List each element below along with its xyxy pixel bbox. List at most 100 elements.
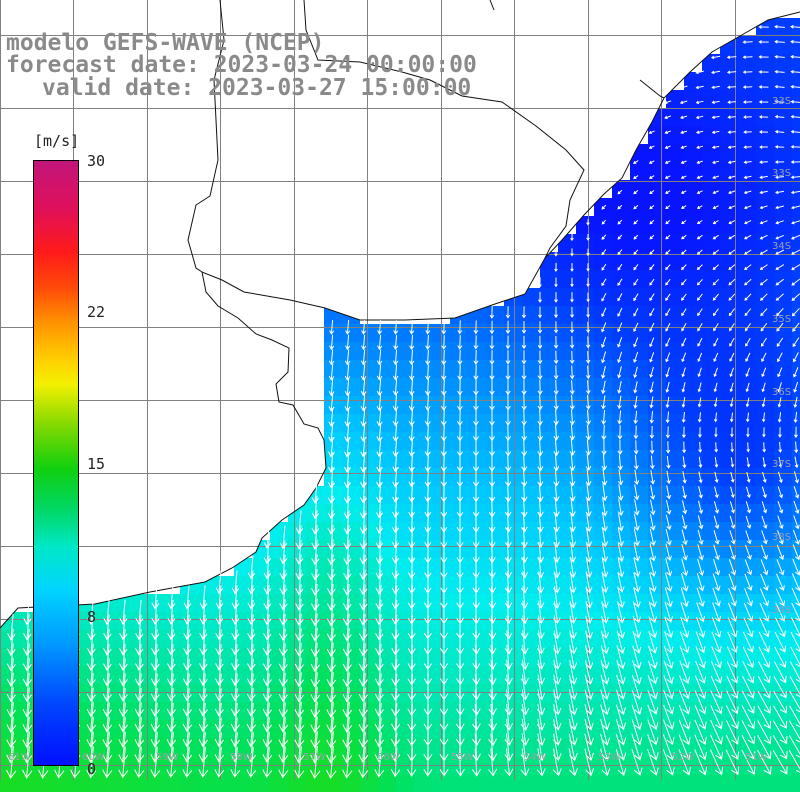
wind-arrow <box>488 748 498 777</box>
wind-arrow <box>617 586 625 609</box>
wind-speed-cell <box>576 432 594 450</box>
wind-arrow <box>665 352 671 363</box>
wind-arrow <box>762 427 766 438</box>
wind-arrow <box>713 382 718 393</box>
wind-arrow <box>102 717 113 748</box>
wind-arrow <box>554 248 558 257</box>
wind-arrow <box>278 746 289 779</box>
wind-arrow <box>681 382 686 393</box>
wind-arrow <box>633 513 640 532</box>
wind-speed-cell <box>540 288 558 306</box>
wind-arrow <box>182 702 192 732</box>
wind-speed-cell <box>288 738 306 756</box>
wind-speed-cell <box>18 666 36 684</box>
wind-speed-cell <box>576 270 594 288</box>
wind-arrow <box>377 320 383 335</box>
wind-arrow <box>761 397 766 408</box>
wind-speed-cell <box>666 360 684 378</box>
wind-arrow <box>649 528 656 547</box>
wind-arrow <box>601 454 608 471</box>
wind-arrow <box>777 352 783 363</box>
wind-arrow <box>679 100 688 105</box>
wind-arrow <box>746 486 751 499</box>
wind-arrow <box>726 55 737 60</box>
wind-arrow <box>488 659 497 686</box>
wind-arrow <box>215 570 224 595</box>
wind-arrow <box>681 205 687 209</box>
wind-arrow <box>745 337 751 347</box>
wind-speed-cell <box>288 540 306 558</box>
wind-arrow <box>310 613 320 642</box>
wind-arrow <box>344 437 351 458</box>
wind-speed-cell <box>720 90 738 108</box>
wind-speed-cell <box>540 540 558 558</box>
wind-arrow <box>694 690 707 715</box>
lon-label: 56W <box>377 752 400 763</box>
wind-arrow <box>650 484 656 500</box>
wind-speed-cell <box>396 720 414 738</box>
wind-arrow <box>778 471 783 484</box>
wind-arrow <box>393 349 399 366</box>
wind-arrow <box>358 687 368 718</box>
wind-speed-cell <box>378 486 396 504</box>
wind-arrow <box>408 496 416 518</box>
wind-speed-cell <box>576 216 594 234</box>
wind-arrow <box>601 586 609 609</box>
wind-arrow <box>327 583 336 612</box>
wind-arrow <box>662 749 675 776</box>
lat-label: 36S <box>772 387 792 398</box>
wind-speed-cell <box>522 666 540 684</box>
wind-arrow <box>390 747 401 778</box>
wind-speed-cell <box>558 630 576 648</box>
wind-arrow <box>294 716 305 749</box>
wind-arrow <box>473 335 479 350</box>
wind-arrow <box>776 559 785 576</box>
wind-speed-cell <box>756 414 774 432</box>
wind-speed-cell <box>324 774 342 792</box>
wind-speed-cell <box>630 486 648 504</box>
wind-arrow <box>790 145 800 149</box>
wind-speed-cell <box>720 162 738 180</box>
wind-speed-cell <box>648 216 666 234</box>
wind-arrow <box>601 557 609 578</box>
wind-arrow <box>102 702 113 733</box>
wind-arrow <box>215 658 224 687</box>
wind-arrow <box>601 322 607 333</box>
wind-arrow <box>648 616 658 639</box>
wind-arrow <box>665 426 671 439</box>
wind-speed-cell <box>612 414 630 432</box>
wind-arrow <box>521 512 528 533</box>
wind-arrow <box>696 220 703 225</box>
wind-arrow <box>359 569 368 596</box>
wind-arrow <box>472 718 481 747</box>
lat-label: 33S <box>772 168 792 179</box>
wind-arrow <box>392 437 399 458</box>
wind-arrow <box>102 746 113 779</box>
wind-speed-cell <box>720 126 738 144</box>
wind-arrow <box>504 600 513 625</box>
wind-arrow <box>681 411 686 423</box>
wind-arrow <box>648 601 657 624</box>
wind-arrow <box>584 659 594 685</box>
wind-arrow <box>586 234 590 241</box>
colorbar-unit: [m/s] <box>34 132 80 150</box>
wind-arrow <box>472 630 481 655</box>
wind-arrow <box>199 585 208 610</box>
wind-arrow <box>761 367 767 378</box>
wind-arrow <box>488 541 496 564</box>
wind-arrow <box>665 337 671 348</box>
wind-arrow <box>455 703 465 731</box>
wind-speed-cell <box>666 144 684 162</box>
wind-arrow <box>713 559 721 576</box>
wind-arrow <box>792 529 800 545</box>
wind-speed-cell <box>756 324 774 342</box>
wind-arrow <box>759 130 769 134</box>
wind-speed-cell <box>630 414 648 432</box>
wind-arrow <box>374 673 384 702</box>
wind-arrow <box>22 643 32 672</box>
wind-arrow <box>742 40 753 44</box>
wind-arrow <box>662 734 675 761</box>
wind-arrow <box>263 599 272 626</box>
wind-arrow <box>601 263 607 271</box>
wind-arrow <box>745 515 752 529</box>
